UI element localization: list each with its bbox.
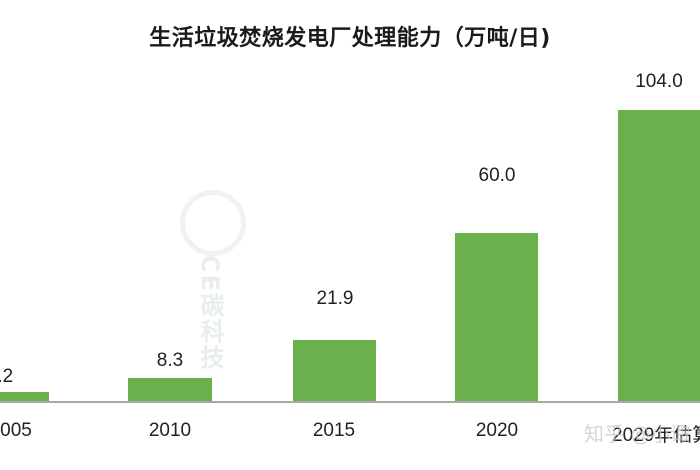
- category-label-2029: 2029年估算: [612, 425, 700, 446]
- watermark-text: CE碳科技: [196, 255, 224, 372]
- value-label-2010: 8.3: [156, 350, 184, 371]
- category-label-2005: 005: [0, 420, 32, 441]
- chart-title-text: 生活垃圾焚烧发电厂处理能力（万吨/日): [149, 26, 551, 51]
- bar-2015: [293, 340, 376, 401]
- bar-2029-estimate: [618, 110, 700, 401]
- watermark-logo-icon: [180, 190, 246, 256]
- bar-2005: [0, 392, 49, 401]
- x-axis-line: [0, 401, 700, 403]
- watermark-zhihu: 知乎 @小诹: [584, 422, 691, 446]
- chart-title: 生活垃圾焚烧发电厂处理能力（万吨/日): [0, 20, 700, 52]
- value-label-2005: 3.2: [0, 366, 14, 387]
- value-label-2029: 104.0: [635, 71, 683, 92]
- bar-2010: [128, 378, 212, 401]
- category-label-2010: 2010: [148, 420, 192, 441]
- category-label-2020: 2020: [475, 420, 519, 441]
- bar-2020: [455, 233, 538, 401]
- category-label-2015: 2015: [312, 420, 356, 441]
- value-label-2020: 60.0: [478, 165, 516, 186]
- value-label-2015: 21.9: [316, 288, 354, 309]
